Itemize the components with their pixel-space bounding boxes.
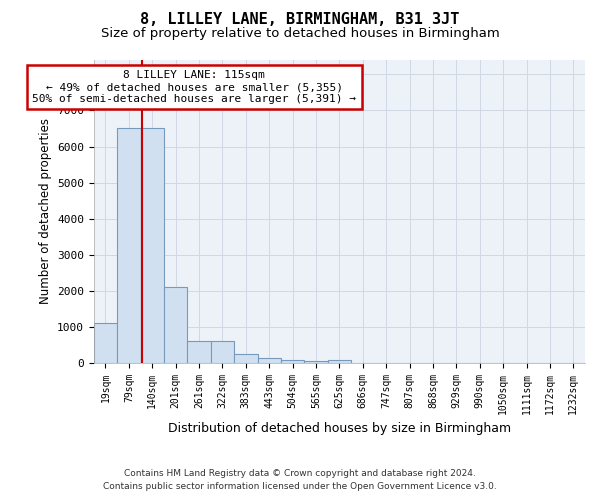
Text: Size of property relative to detached houses in Birmingham: Size of property relative to detached ho… bbox=[101, 28, 499, 40]
Bar bbox=[164, 287, 187, 363]
Text: Contains HM Land Registry data © Crown copyright and database right 2024.: Contains HM Land Registry data © Crown c… bbox=[124, 468, 476, 477]
Bar bbox=[211, 341, 234, 363]
X-axis label: Distribution of detached houses by size in Birmingham: Distribution of detached houses by size … bbox=[168, 422, 511, 435]
Bar bbox=[304, 361, 328, 363]
Text: 8 LILLEY LANE: 115sqm
← 49% of detached houses are smaller (5,355)
50% of semi-d: 8 LILLEY LANE: 115sqm ← 49% of detached … bbox=[32, 70, 356, 104]
Bar bbox=[328, 360, 351, 363]
Bar bbox=[234, 354, 257, 363]
Bar bbox=[257, 358, 281, 363]
Y-axis label: Number of detached properties: Number of detached properties bbox=[38, 118, 52, 304]
Bar bbox=[94, 323, 117, 363]
Bar bbox=[187, 341, 211, 363]
Bar bbox=[117, 128, 140, 363]
Text: 8, LILLEY LANE, BIRMINGHAM, B31 3JT: 8, LILLEY LANE, BIRMINGHAM, B31 3JT bbox=[140, 12, 460, 28]
Bar bbox=[140, 128, 164, 363]
Text: Contains public sector information licensed under the Open Government Licence v3: Contains public sector information licen… bbox=[103, 482, 497, 491]
Bar bbox=[281, 360, 304, 363]
